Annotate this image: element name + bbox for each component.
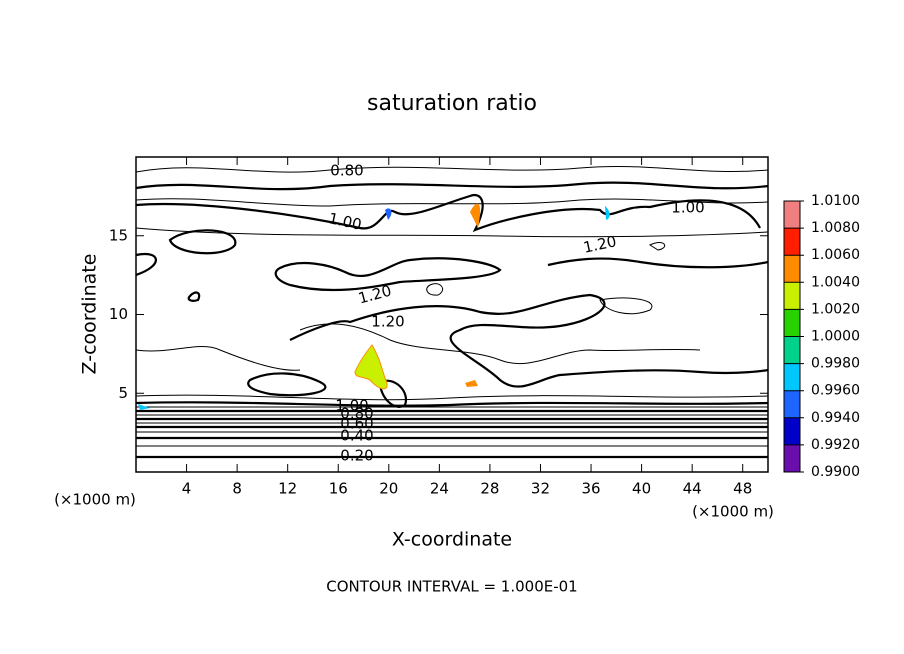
colorbar-tick-label: 1.0060 [811, 247, 860, 263]
x-tick-label: 40 [632, 480, 651, 498]
colorbar-tick-label: 1.0100 [811, 193, 860, 209]
y-tick-label: 5 [118, 384, 128, 402]
colorbar-tick-label: 1.0080 [811, 220, 860, 236]
x-tick-label: 24 [430, 480, 449, 498]
colorbar-tick-label: 0.9980 [811, 356, 860, 372]
contour-label: 0.60 [340, 415, 373, 433]
contour-label: 0.80 [330, 162, 363, 180]
x-tick-label: 20 [379, 480, 398, 498]
contour-label: 1.00 [327, 209, 363, 234]
x-unit: (×1000 m) [692, 503, 774, 521]
colorbar-tick-label: 0.9900 [811, 464, 860, 480]
contour-label: 1.00 [671, 199, 704, 217]
x-tick-label: 4 [182, 480, 192, 498]
x-axis-label: X-coordinate [392, 529, 512, 551]
x-tick-label: 8 [232, 480, 242, 498]
colorbar-band [784, 390, 800, 418]
x-tick-label: 28 [480, 480, 499, 498]
colorbar-band [784, 228, 800, 256]
y-tick-label: 10 [109, 305, 128, 323]
x-tick-label: 44 [683, 480, 702, 498]
colorbar-tick-label: 1.0000 [811, 329, 860, 345]
colorbar-band [784, 309, 800, 337]
y-axis-label: Z-coordinate [79, 254, 101, 375]
contour-label: 0.40 [340, 427, 373, 445]
colorbar-band [784, 417, 800, 445]
contour-label: 1.20 [356, 282, 393, 308]
colorbar-band [784, 255, 800, 283]
y-tick-label: 15 [109, 226, 128, 244]
contour-label: 1.20 [582, 232, 618, 257]
contour-label: 0.80 [340, 405, 373, 423]
x-tick-label: 48 [733, 480, 752, 498]
colorbar-band [784, 201, 800, 229]
x-tick-label: 16 [329, 480, 348, 498]
x-tick-label: 12 [278, 480, 297, 498]
colorbar-tick-label: 1.0020 [811, 301, 860, 317]
contour-label: 1.00 [335, 397, 368, 415]
colorbar-band [784, 336, 800, 364]
x-tick-label: 32 [531, 480, 550, 498]
footer: CONTOUR INTERVAL = 1.000E-01 [326, 578, 577, 596]
contour-label: 0.20 [340, 447, 373, 465]
x-tick-label: 36 [581, 480, 600, 498]
contour-lines [135, 166, 769, 459]
colorbar-band [784, 282, 800, 310]
chart-title: saturation ratio [367, 91, 537, 116]
colorbar-tick-label: 0.9940 [811, 410, 860, 426]
y-unit: (×1000 m) [54, 491, 136, 509]
colorbar-tick-label: 1.0040 [811, 274, 860, 290]
colorbar-band [784, 363, 800, 391]
contour-label: 1.20 [371, 313, 404, 331]
colorbar-tick-label: 0.9960 [811, 383, 860, 399]
colorbar-tick-label: 0.9920 [811, 437, 860, 453]
colorbar-band [784, 444, 800, 472]
